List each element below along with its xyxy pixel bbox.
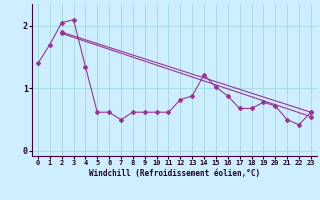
X-axis label: Windchill (Refroidissement éolien,°C): Windchill (Refroidissement éolien,°C) [89,169,260,178]
